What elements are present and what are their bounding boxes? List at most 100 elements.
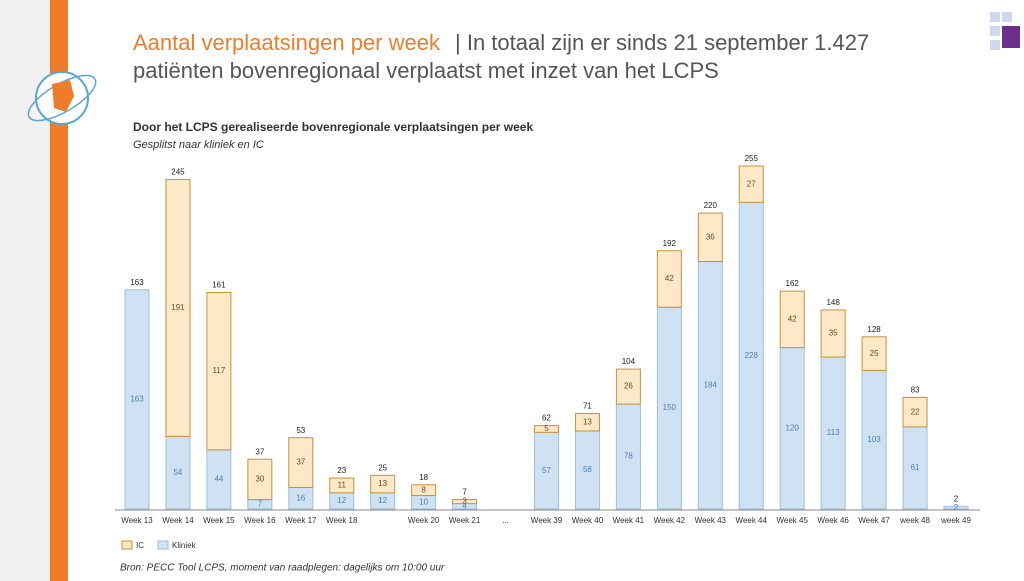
bar-segment [697, 212, 723, 263]
value-label: 54 [173, 468, 182, 477]
x-tick-label: Week 41 [613, 516, 645, 525]
bar-segment [165, 178, 191, 437]
total-label: 83 [911, 385, 920, 394]
slide-title: Aantal verplaatsingen per week [133, 30, 441, 55]
value-label: 57 [542, 466, 551, 475]
value-label: 7 [258, 499, 263, 508]
value-label: 150 [663, 403, 677, 412]
total-label: 148 [826, 298, 840, 307]
x-tick-label: Week 15 [203, 516, 235, 525]
x-tick-label: week 49 [940, 516, 971, 525]
value-label: 78 [624, 452, 633, 461]
x-tick-label: Week 20 [408, 516, 440, 525]
value-label: 26 [624, 382, 633, 391]
value-label: 120 [786, 423, 800, 432]
bar-segment [820, 356, 846, 510]
bar-segment [779, 290, 805, 349]
bar-segment [861, 336, 887, 371]
bar-segment [165, 435, 191, 510]
x-tick-label: Week 39 [531, 516, 563, 525]
total-label: 7 [462, 488, 467, 497]
total-label: 161 [212, 281, 226, 290]
value-label: 37 [296, 458, 305, 467]
value-label: 61 [911, 463, 920, 472]
value-label: 13 [583, 417, 592, 426]
bar-segment [534, 431, 559, 510]
chart-title: Door het LCPS gerealiseerde bovenregiona… [133, 120, 533, 134]
legend-swatch [121, 540, 133, 550]
value-label: 8 [421, 485, 426, 494]
x-tick-label: Week 43 [695, 516, 727, 525]
value-label: 16 [296, 493, 305, 502]
value-label: 30 [255, 475, 264, 484]
bar-segment [615, 368, 641, 405]
bar-segment [574, 413, 600, 432]
bar-segment [779, 347, 805, 510]
value-label: 11 [338, 481, 347, 490]
bar-segment [656, 306, 682, 510]
bar-segment [206, 449, 232, 510]
x-tick-label: Week 46 [817, 516, 849, 525]
total-label: 104 [622, 357, 636, 366]
bar-segment [902, 426, 928, 510]
bar-segment [534, 425, 559, 433]
value-label: 42 [788, 314, 797, 323]
corner-icon [990, 12, 1020, 50]
value-label: 191 [171, 303, 185, 312]
x-tick-label: Week 13 [121, 516, 153, 525]
value-label: 12 [337, 496, 346, 505]
total-label: 255 [745, 154, 759, 163]
bar-segment [329, 477, 355, 494]
bar-segment [411, 484, 437, 497]
legend-swatch [157, 540, 169, 550]
logo [27, 71, 97, 125]
value-label: 117 [213, 366, 226, 375]
x-tick-label: Week 44 [736, 516, 768, 525]
value-label: 12 [378, 496, 387, 505]
value-label: 13 [378, 479, 387, 488]
slide-subtitle: | In totaal zijn er sinds 21 september 1… [455, 30, 869, 55]
bar-segment [820, 309, 846, 358]
x-tick-label: week 48 [899, 516, 930, 525]
bar-segment [370, 474, 396, 494]
x-tick-label: Week 42 [654, 516, 686, 525]
total-label: 25 [378, 463, 387, 472]
x-tick-label: Week 21 [449, 516, 481, 525]
total-label: 23 [337, 466, 346, 475]
total-label: 53 [296, 426, 305, 435]
total-label: 128 [867, 325, 881, 334]
value-label: 163 [130, 394, 144, 403]
bar-segment [206, 291, 232, 451]
value-label: 44 [214, 475, 223, 484]
total-label: 2 [954, 494, 959, 503]
bar-segment [902, 396, 928, 428]
x-tick-label: Week 14 [162, 516, 194, 525]
x-tick-label: Week 17 [285, 516, 317, 525]
value-label: 36 [706, 232, 715, 241]
source: Bron: PECC Tool LCPS, moment van raadple… [120, 563, 445, 574]
chart-subtitle: Gesplitst naar kliniek en IC [133, 139, 264, 151]
bar-segment [943, 505, 969, 510]
value-label: 3 [462, 497, 467, 506]
bar-segment [247, 458, 273, 501]
value-label: 35 [829, 329, 838, 338]
bar-segment [656, 250, 682, 308]
total-label: 62 [542, 414, 551, 423]
x-tick-label: Week 40 [572, 516, 604, 525]
total-label: 37 [255, 447, 264, 456]
total-label: 245 [171, 168, 185, 177]
value-label: 184 [704, 380, 718, 389]
total-label: 162 [786, 279, 800, 288]
x-tick-label: ... [502, 516, 509, 525]
value-label: 5 [544, 424, 549, 433]
legend-label: Kliniek [172, 541, 197, 550]
value-label: 228 [745, 351, 759, 360]
value-label: 4 [462, 501, 467, 510]
bar-segment [124, 289, 150, 510]
value-label: 22 [911, 407, 920, 416]
bar-segment [288, 437, 314, 488]
value-label: 25 [870, 349, 879, 358]
legend-label: IC [136, 541, 144, 550]
total-label: 192 [663, 239, 677, 248]
bar-segment [861, 369, 887, 510]
